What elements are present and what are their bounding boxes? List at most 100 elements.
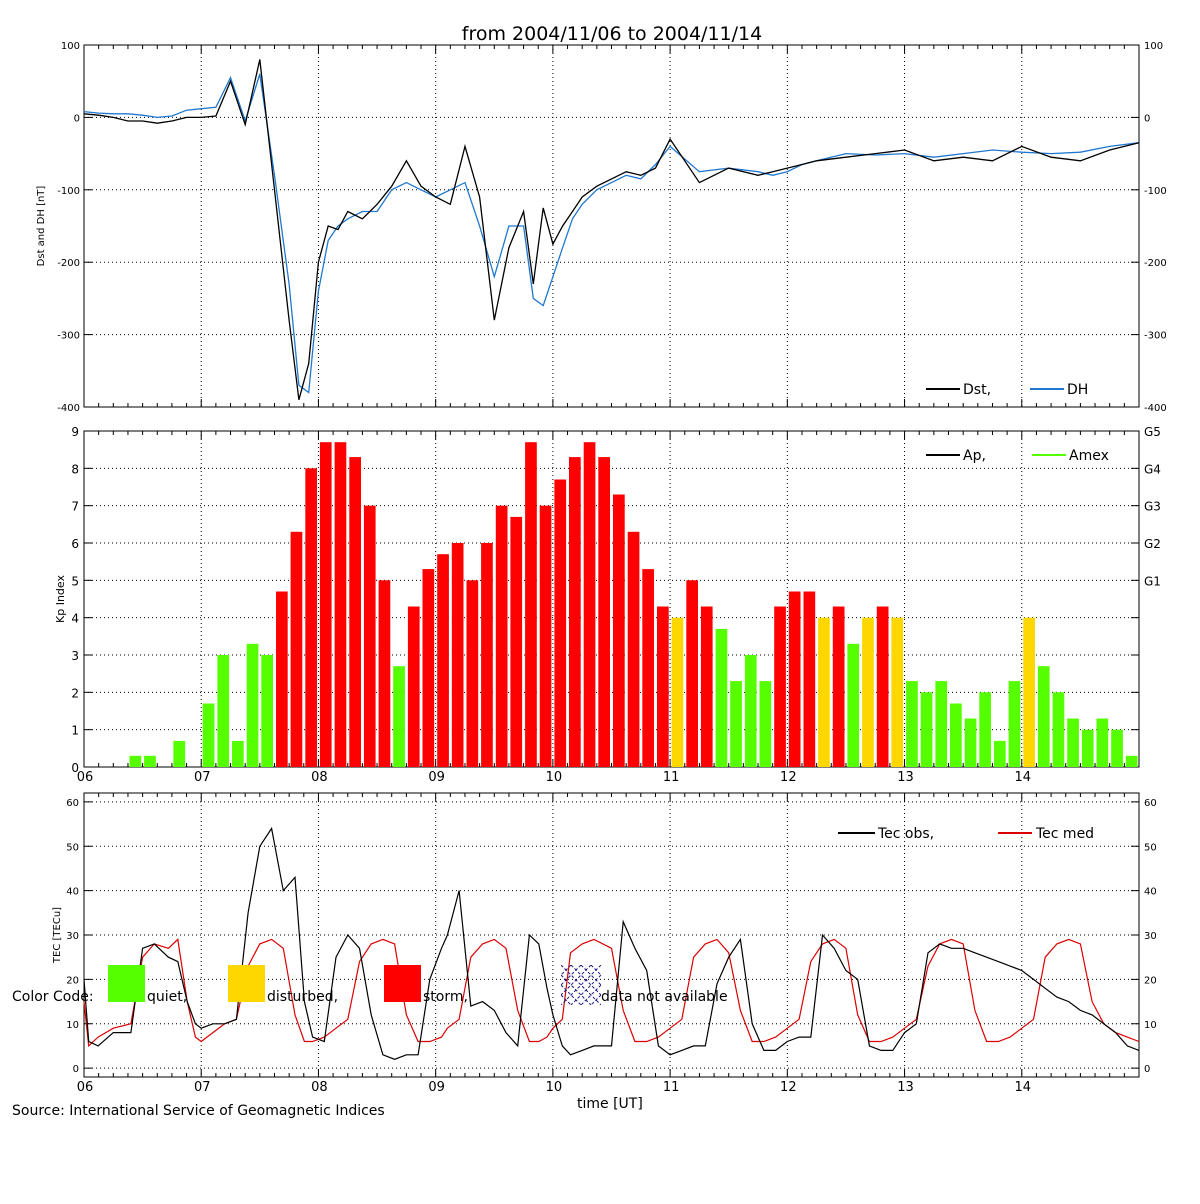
dst-ytick-label-right: -300 xyxy=(1144,331,1167,342)
swatch-na xyxy=(561,965,601,1005)
kp-bar xyxy=(715,628,728,767)
dst-ytick-label: -100 xyxy=(57,186,80,197)
dst-ytick-label: 0 xyxy=(74,113,80,124)
kp-bar xyxy=(290,531,303,767)
kp-bar xyxy=(1023,617,1035,767)
kp-bar xyxy=(437,554,449,767)
tec-ytick-label: 10 xyxy=(66,1020,79,1031)
dh-line xyxy=(83,73,1140,394)
dst-ytick-label-right: -400 xyxy=(1144,403,1167,414)
kp-bar xyxy=(627,531,640,767)
chart-title: from 2004/11/06 to 2004/11/14 xyxy=(462,23,762,45)
kp-bar xyxy=(1125,755,1138,767)
kp-bar xyxy=(920,692,933,767)
tec-day-label: 10 xyxy=(546,1080,563,1095)
kp-ylabel: Kp Index xyxy=(54,575,67,623)
kp-ytick-label: 9 xyxy=(71,425,79,439)
kp-bar xyxy=(569,457,581,767)
tec-day-label: 09 xyxy=(428,1080,445,1095)
dst-ylabel: Dst and DH [nT] xyxy=(36,186,47,267)
kp-day-label: 10 xyxy=(546,770,563,785)
kp-bar xyxy=(202,703,215,767)
tec-day-label: 11 xyxy=(663,1080,680,1095)
kp-ytick-label: 8 xyxy=(71,462,79,476)
kp-g-label: G1 xyxy=(1144,574,1161,588)
kp-bar xyxy=(539,505,552,767)
kp-g-label: G4 xyxy=(1144,462,1161,476)
legend-tec-med-label: Tec med xyxy=(1035,826,1094,842)
kp-day-label: 14 xyxy=(1015,770,1032,785)
tec-ytick-label: 0 xyxy=(73,1064,79,1075)
kp-bar xyxy=(276,591,288,767)
kp-bar xyxy=(525,442,537,767)
kp-bar xyxy=(173,740,186,767)
kp-bar xyxy=(906,681,918,767)
tec-med-line xyxy=(83,938,1140,1048)
kp-bar xyxy=(495,505,508,767)
tec-day-label: 08 xyxy=(311,1080,328,1095)
legend-dst-label: Dst, xyxy=(963,382,991,398)
kp-ytick-label: 6 xyxy=(71,537,79,551)
color-code-quiet: quiet, xyxy=(147,989,188,1005)
kp-bar xyxy=(422,569,435,767)
dst-line xyxy=(83,59,1140,400)
legend-amex-label: Amex xyxy=(1069,448,1109,464)
kp-bar xyxy=(349,457,361,767)
kp-bar xyxy=(510,516,523,767)
tec-ytick-label: 40 xyxy=(66,887,79,898)
kp-day-label: 12 xyxy=(780,770,797,785)
kp-bar xyxy=(305,468,317,767)
kp-ytick-label: 2 xyxy=(71,686,79,700)
legend-ap-label: Ap, xyxy=(963,448,986,464)
kp-bar xyxy=(363,505,376,767)
kp-bar xyxy=(950,703,962,767)
kp-bar xyxy=(964,718,977,767)
kp-bar xyxy=(246,643,259,767)
dst-ytick-label-right: -100 xyxy=(1144,186,1167,197)
kp-bar xyxy=(598,457,610,767)
legend-tec-obs-label: Tec obs, xyxy=(877,826,934,842)
dst-ytick-label: -300 xyxy=(57,331,80,342)
kp-day-label: 08 xyxy=(311,770,328,785)
kp-bar xyxy=(671,617,684,767)
kp-bar xyxy=(378,580,391,767)
kp-bar xyxy=(144,755,156,767)
kp-bar xyxy=(466,580,479,767)
swatch-disturbed xyxy=(228,965,265,1002)
dst-panel-frame xyxy=(83,44,1140,408)
kp-bar xyxy=(217,655,230,767)
kp-day-label: 06 xyxy=(77,770,94,785)
tec-ytick-label-right: 60 xyxy=(1144,798,1157,809)
kp-bar xyxy=(803,591,816,767)
color-code-label: Color Code: xyxy=(12,989,94,1005)
kp-bar xyxy=(1037,666,1050,767)
legend-dh-label: DH xyxy=(1067,382,1088,398)
kp-bar xyxy=(759,681,772,767)
color-code-storm: storm, xyxy=(423,989,468,1005)
kp-bar xyxy=(1081,729,1094,767)
kp-bar xyxy=(451,543,464,767)
tec-ytick-label-right: 0 xyxy=(1144,1064,1150,1075)
color-code-na: data not available xyxy=(601,989,728,1005)
kp-bar xyxy=(232,740,244,767)
kp-g-label: G2 xyxy=(1144,537,1161,551)
kp-ytick-label: 1 xyxy=(71,724,79,738)
tec-ytick-label-right: 10 xyxy=(1144,1020,1157,1031)
tec-obs-line xyxy=(83,826,1140,1060)
kp-bar xyxy=(686,580,698,767)
kp-ytick-label: 4 xyxy=(71,612,79,626)
tec-ytick-label: 30 xyxy=(66,931,79,942)
kp-bar xyxy=(554,479,567,767)
kp-ytick-label: 0 xyxy=(71,761,79,775)
swatch-storm xyxy=(384,965,421,1002)
tec-day-label: 12 xyxy=(780,1080,797,1095)
kp-bar xyxy=(393,666,405,767)
dst-ytick-label-right: 0 xyxy=(1144,113,1150,124)
source-text: Source: International Service of Geomagn… xyxy=(12,1103,385,1119)
kp-bar xyxy=(700,606,713,767)
tec-ytick-label: 20 xyxy=(66,975,79,986)
kp-bar xyxy=(1111,729,1123,767)
tec-ytick-label-right: 20 xyxy=(1144,975,1157,986)
kp-day-label: 13 xyxy=(897,770,914,785)
